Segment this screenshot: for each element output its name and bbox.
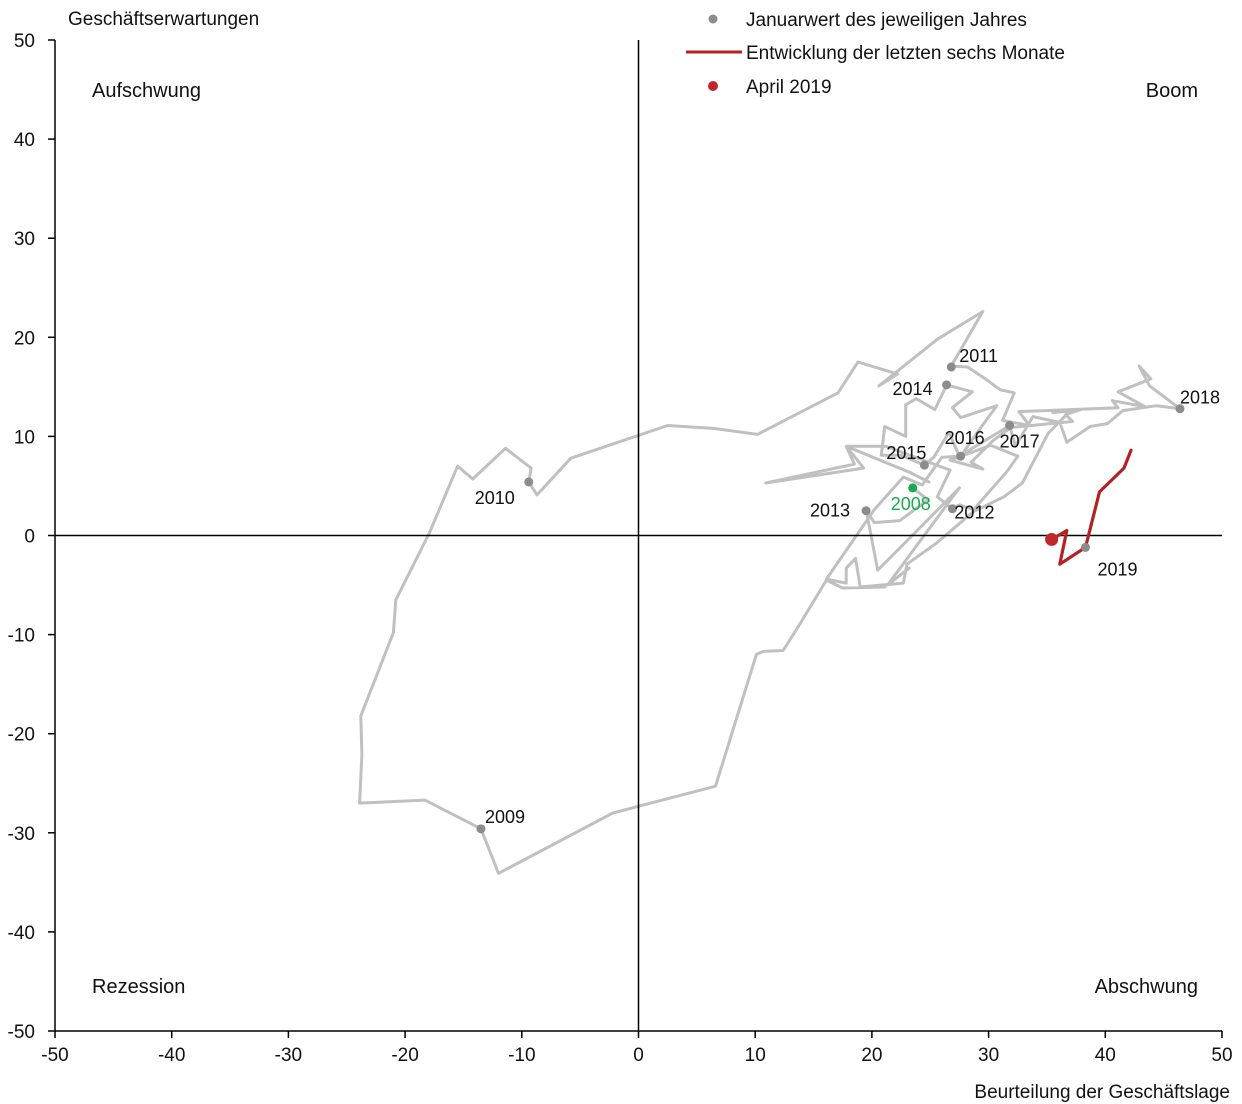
y-axis-title: Geschäftserwartungen: [68, 9, 259, 30]
x-tick-label: 40: [1095, 1045, 1116, 1066]
x-tick-label: 20: [861, 1045, 882, 1066]
year-marker: [861, 506, 871, 516]
x-tick-label: 0: [633, 1045, 644, 1066]
recent-trajectory: [1049, 448, 1133, 566]
legend-label-current: April 2019: [746, 77, 832, 98]
recent-six-months-line: [1049, 448, 1133, 566]
year-label: 2017: [1000, 431, 1040, 451]
y-tick-label: 10: [14, 427, 35, 448]
legend-current-marker: [708, 81, 718, 91]
year-label: 2015: [886, 443, 926, 463]
year-marker: [1005, 420, 1015, 430]
quadrant-label-top-left: Aufschwung: [92, 80, 201, 102]
x-tick-label: 50: [1211, 1045, 1232, 1066]
legend-label-recent: Entwicklung der letzten sechs Monate: [746, 43, 1065, 64]
year-marker: [956, 451, 966, 461]
year-label: 2008: [891, 494, 931, 514]
year-marker: [942, 380, 952, 390]
quadrant-label-bottom-left: Rezession: [92, 976, 185, 998]
year-marker: [908, 483, 918, 493]
y-tick-label: -50: [8, 1022, 35, 1043]
y-tick-label: 0: [24, 527, 35, 548]
year-marker: [1175, 404, 1185, 414]
year-label: 2009: [485, 807, 525, 827]
axis-ticks: -50 -40 -30 -20 -10 0 10 20 30 40 50 -50 -40 -30 -20 -1…: [8, 31, 1233, 1066]
history-trajectory: [358, 310, 1182, 875]
x-tick-label: 10: [745, 1045, 766, 1066]
year-marker: [946, 362, 956, 372]
year-markers: 2008 2009 2010 2011 2012 2013 2014 2015 2016 2017…: [475, 346, 1220, 834]
legend-label-year: Januarwert des jeweiligen Jahres: [746, 10, 1027, 31]
year-marker: [524, 477, 534, 487]
x-tick-label: -10: [508, 1045, 535, 1066]
y-tick-label: 30: [14, 229, 35, 250]
history-line: [358, 310, 1182, 875]
x-axis-title: Beurteilung der Geschäftslage: [974, 1082, 1230, 1103]
y-tick-label: 40: [14, 130, 35, 151]
year-label: 2011: [959, 346, 998, 366]
year-marker: [1080, 542, 1090, 552]
y-tick-label: 20: [14, 328, 35, 349]
year-label: 2019: [1097, 559, 1137, 579]
legend-year-marker: [708, 14, 718, 24]
year-marker: [919, 460, 929, 470]
year-label: 2016: [945, 428, 985, 448]
year-label: 2018: [1180, 388, 1220, 408]
year-label: 2010: [475, 488, 515, 508]
y-tick-label: -30: [8, 824, 35, 845]
current-point-marker: [1045, 532, 1059, 546]
x-tick-label: -50: [41, 1045, 68, 1066]
y-tick-label: 50: [14, 31, 35, 52]
x-tick-label: 30: [978, 1045, 999, 1066]
x-tick-label: -20: [391, 1045, 418, 1066]
y-tick-label: -20: [8, 725, 35, 746]
y-tick-label: -10: [8, 626, 35, 647]
year-label: 2014: [893, 379, 933, 399]
year-marker: [476, 824, 486, 834]
x-tick-label: -30: [275, 1045, 302, 1066]
year-label: 2012: [954, 503, 994, 523]
year-label: 2013: [810, 501, 850, 521]
quadrant-label-top-right: Boom: [1146, 80, 1198, 102]
x-tick-label: -40: [158, 1045, 185, 1066]
year-marker: [947, 504, 957, 514]
quadrant-label-bottom-right: Abschwung: [1095, 976, 1198, 998]
y-tick-label: -40: [8, 923, 35, 944]
zero-axes: [55, 40, 1222, 1031]
legend: Januarwert des jeweiligen Jahres Entwick…: [686, 10, 1065, 98]
